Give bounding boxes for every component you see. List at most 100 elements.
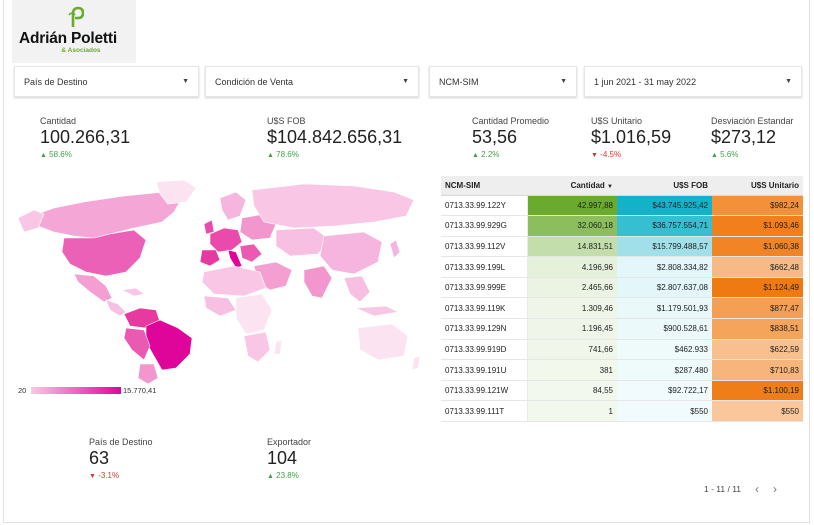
kpi-delta-value: 23.8% bbox=[276, 471, 299, 480]
kpi-delta: ▲ 58.6% bbox=[40, 150, 130, 159]
arrow-up-icon: ▲ bbox=[40, 152, 47, 159]
map-legend-gradient bbox=[31, 387, 121, 394]
kpi-value: $104.842.656,31 bbox=[267, 127, 403, 147]
cell-ncm: 0713.33.99.111T bbox=[441, 400, 528, 423]
kpi-pais-destino: País de Destino 63 ▼ -3.1% bbox=[89, 437, 153, 480]
dashboard-frame bbox=[3, 0, 810, 523]
cell-ncm: 0713.33.99.929G bbox=[441, 215, 528, 237]
filter-label: Condición de Venta bbox=[215, 76, 294, 87]
kpi-label: Cantidad Promedio bbox=[472, 116, 550, 126]
world-map[interactable] bbox=[14, 178, 424, 384]
table-row[interactable]: 0713.33.99.111T 1 $550 $550 bbox=[441, 400, 803, 423]
kpi-label: Desviación Estandar bbox=[711, 116, 794, 126]
map-region-russia bbox=[251, 183, 415, 229]
kpi-label: Cantidad bbox=[40, 116, 77, 126]
cell-unitario: $710,83 bbox=[712, 359, 803, 381]
kpi-value: $273,12 bbox=[711, 127, 777, 147]
cell-fob: $15.799.488,57 bbox=[617, 236, 712, 258]
cell-unitario: $877,47 bbox=[712, 297, 803, 320]
kpi-cantidad-promedio: Cantidad Promedio 53,56 ▲ 2.2% bbox=[472, 116, 549, 159]
map-region-brazil bbox=[145, 319, 193, 371]
table-row[interactable]: 0713.33.99.929G 32.060,18 $36.757.554,71 $1… bbox=[441, 215, 803, 237]
column-header-cantidad[interactable]: Cantidad ▼ bbox=[527, 176, 617, 196]
cell-fob: $1.179.501,93 bbox=[617, 297, 712, 320]
cell-ncm: 0713.33.99.919D bbox=[441, 339, 528, 361]
map-region-north-africa bbox=[201, 265, 267, 297]
cell-cantidad: 84,55 bbox=[527, 380, 617, 402]
filter-date-range[interactable]: 1 jun 2021 - 31 may 2022 ▼ bbox=[584, 66, 802, 97]
cell-cantidad: 32.060,18 bbox=[527, 215, 617, 237]
kpi-label: Exportador bbox=[267, 437, 312, 447]
kpi-value: 104 bbox=[267, 448, 298, 468]
kpi-delta-value: 5.6% bbox=[720, 150, 739, 159]
column-header-label: Cantidad bbox=[570, 180, 605, 190]
cell-fob: $2.807.637,08 bbox=[617, 277, 712, 299]
chevron-right-icon[interactable]: › bbox=[773, 482, 778, 496]
cell-unitario: $662,48 bbox=[712, 256, 803, 278]
map-region-india bbox=[303, 265, 333, 299]
cell-fob: $287.480 bbox=[617, 359, 712, 381]
map-region-southern-africa bbox=[243, 331, 271, 363]
kpi-delta-value: 2.2% bbox=[481, 150, 500, 159]
map-region-caribbean bbox=[121, 287, 145, 297]
kpi-delta: ▼ -4.5% bbox=[591, 150, 671, 159]
table-row[interactable]: 0713.33.99.121W 84,55 $92.722,17 $1.100,19 bbox=[441, 380, 803, 402]
cell-ncm: 0713.33.99.122Y bbox=[441, 195, 528, 217]
table-row[interactable]: 0713.33.99.112V 14.831,51 $15.799.488,57 $1… bbox=[441, 236, 803, 258]
kpi-label: U$S Unitario bbox=[591, 116, 643, 126]
map-region-madagascar bbox=[273, 339, 283, 355]
ncm-table: NCM-SIM Cantidad ▼ U$S FOB U$S Unitario … bbox=[441, 176, 803, 423]
column-header-label: NCM-SIM bbox=[445, 180, 481, 190]
table-row[interactable]: 0713.33.99.919D 741,66 $462.933 $622,59 bbox=[441, 339, 803, 361]
kpi-exportador: Exportador 104 ▲ 23.8% bbox=[267, 437, 311, 480]
cell-fob: $2.808.334,82 bbox=[617, 256, 712, 278]
table-row[interactable]: 0713.33.99.999E 2.465,66 $2.807.637,08 $1.1… bbox=[441, 277, 803, 299]
map-region-southeast-asia bbox=[343, 275, 371, 303]
cell-ncm: 0713.33.99.129N bbox=[441, 318, 528, 340]
map-region-central-africa bbox=[235, 293, 273, 335]
map-region-china bbox=[319, 231, 383, 275]
kpi-delta-value: -3.1% bbox=[98, 471, 120, 480]
map-region-usa bbox=[61, 229, 147, 277]
map-region-japan bbox=[389, 239, 401, 259]
column-header-unitario[interactable]: U$S Unitario bbox=[712, 176, 803, 196]
kpi-delta-value: 58.6% bbox=[49, 150, 72, 159]
caret-down-icon: ▼ bbox=[182, 78, 189, 85]
table-row[interactable]: 0713.33.99.191U 381 $287.480 $710,83 bbox=[441, 359, 803, 381]
column-header-fob[interactable]: U$S FOB bbox=[617, 176, 712, 196]
cell-ncm: 0713.33.99.191U bbox=[441, 359, 528, 381]
map-region-australia bbox=[357, 323, 409, 361]
caret-down-icon: ▼ bbox=[560, 78, 567, 85]
pagination-range: 1 - 11 / 11 bbox=[704, 484, 742, 494]
kpi-delta: ▼ -3.1% bbox=[89, 471, 153, 480]
filter-pais-destino[interactable]: País de Destino ▼ bbox=[14, 66, 199, 97]
kpi-value: 53,56 bbox=[472, 127, 518, 147]
table-row[interactable]: 0713.33.99.122Y 42.997,88 $43.745.925,42 $9… bbox=[441, 195, 803, 217]
kpi-delta: ▲ 2.2% bbox=[472, 150, 549, 159]
filter-ncm-sim[interactable]: NCM-SIM ▼ bbox=[429, 66, 577, 97]
column-header-ncm[interactable]: NCM-SIM bbox=[441, 176, 527, 196]
table-row[interactable]: 0713.33.99.119K 1.309,46 $1.179.501,93 $877… bbox=[441, 297, 803, 320]
table-row[interactable]: 0713.33.99.199L 4.196,96 $2.808.334,82 $662… bbox=[441, 256, 803, 278]
kpi-fob: U$S FOB $104.842.656,31 ▲ 78.6% bbox=[267, 116, 402, 159]
cell-unitario: $1.093,46 bbox=[712, 215, 803, 237]
filter-condicion-venta[interactable]: Condición de Venta ▼ bbox=[205, 66, 419, 97]
kpi-label: U$S FOB bbox=[267, 116, 306, 126]
map-region-peru-bolivia bbox=[123, 327, 151, 361]
cell-fob: $36.757.554,71 bbox=[617, 215, 712, 237]
pagination: 1 - 11 / 11 ‹ › bbox=[704, 482, 777, 496]
map-region-alaska bbox=[17, 209, 45, 233]
map-region-central-asia bbox=[275, 227, 331, 257]
logo-name: Adrián Poletti bbox=[19, 30, 117, 47]
sort-desc-icon: ▼ bbox=[607, 183, 613, 190]
map-region-indonesia bbox=[355, 305, 399, 317]
cell-fob: $92.722,17 bbox=[617, 380, 712, 402]
logo-subtitle: & Asociados bbox=[61, 47, 101, 54]
table-row[interactable]: 0713.33.99.129N 1.196,45 $900.528,61 $838,5… bbox=[441, 318, 803, 340]
cell-cantidad: 2.465,66 bbox=[527, 277, 617, 299]
chevron-left-icon[interactable]: ‹ bbox=[755, 482, 760, 496]
cell-ncm: 0713.33.99.999E bbox=[441, 277, 528, 299]
arrow-down-icon: ▼ bbox=[89, 473, 96, 480]
column-header-label: U$S FOB bbox=[673, 180, 708, 190]
cell-cantidad: 741,66 bbox=[527, 339, 617, 361]
